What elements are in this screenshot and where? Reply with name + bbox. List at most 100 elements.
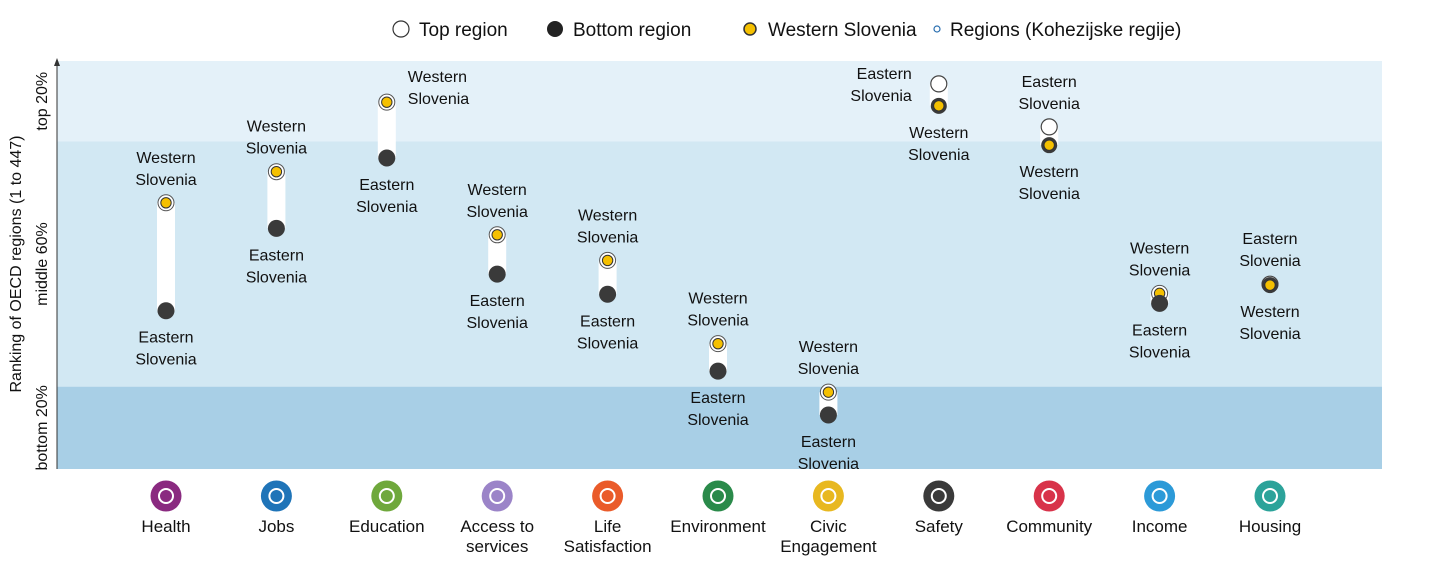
top-point-label: Eastern — [857, 66, 912, 83]
top-point-label: Slovenia — [687, 313, 748, 330]
environment-icon — [702, 480, 734, 512]
icon-glyph — [710, 488, 726, 504]
icon-glyph — [268, 488, 285, 504]
legend-bottom-label: Bottom region — [573, 20, 691, 41]
western-slovenia-marker — [601, 254, 614, 267]
top-point-label: Western — [136, 150, 195, 167]
category-label: services — [466, 537, 528, 556]
icon-circle — [1254, 480, 1286, 512]
western-slovenia-marker — [1043, 139, 1055, 151]
safety-icon — [923, 480, 955, 512]
legend-bottom-marker — [547, 21, 563, 37]
icon-circle — [1033, 480, 1065, 512]
icon-circle — [812, 480, 844, 512]
category-group-housing: Eastern Slovenia Western Slovenia — [1239, 231, 1300, 343]
icon-circle — [150, 480, 182, 512]
icon-circle — [1144, 480, 1176, 512]
western-slovenia-marker — [491, 229, 503, 241]
top-point-label: Slovenia — [850, 88, 911, 105]
western-slovenia-marker — [1264, 279, 1276, 291]
band-label-0: top 20% — [34, 72, 51, 131]
category-label: Civic — [810, 517, 847, 536]
category-group-life-satisfaction: Western Slovenia Eastern Slovenia — [577, 207, 638, 352]
bottom-point-label: Slovenia — [687, 412, 748, 429]
bottom-point-label: Slovenia — [1019, 186, 1080, 203]
civic-engagement-icon — [812, 480, 844, 512]
bottom-point-label: Western — [1240, 304, 1299, 321]
top-point-label: Slovenia — [246, 141, 307, 158]
icon-glyph — [378, 488, 395, 504]
legend-western-label: Western Slovenia — [768, 20, 917, 41]
category-label: Health — [141, 517, 190, 536]
range-connector — [377, 102, 396, 158]
access-to-services-icon — [481, 480, 513, 512]
western-slovenia-marker — [270, 165, 283, 178]
bottom-region-point — [378, 149, 396, 167]
legend-regions-label: Regions (Kohezijske regije) — [950, 20, 1181, 41]
top-point-label: Eastern — [1242, 231, 1297, 248]
category-label: Engagement — [780, 537, 877, 556]
legend-top-label: Top region — [419, 20, 508, 41]
bottom-point-label: Eastern — [359, 177, 414, 194]
category-group-health: Western Slovenia Eastern Slovenia — [135, 150, 196, 369]
category-group-community: Eastern Slovenia Western Slovenia — [1019, 74, 1080, 203]
legend: Top region Bottom region Western Sloveni… — [392, 20, 1181, 41]
band-labels: top 20% middle 60% bottom 20% — [34, 72, 51, 471]
top-point-label: Slovenia — [1129, 262, 1190, 279]
life-satisfaction-icon — [592, 480, 624, 512]
category-label: Education — [349, 517, 425, 536]
legend-regions-marker — [933, 25, 941, 33]
top-region-point — [1040, 118, 1058, 136]
range-connector — [267, 171, 286, 229]
top-point-label: Slovenia — [1239, 253, 1300, 270]
top-point-label: Slovenia — [798, 361, 859, 378]
bottom-point-label: Slovenia — [908, 147, 969, 164]
western-slovenia-marker — [381, 96, 393, 108]
icon-glyph — [1151, 488, 1168, 504]
top-point-label: Western — [247, 119, 306, 136]
bottom-point-label: Slovenia — [798, 456, 859, 473]
icon-circle — [923, 480, 955, 512]
western-slovenia-marker — [160, 197, 172, 209]
bottom-region-point — [709, 362, 727, 380]
band-2 — [57, 386, 1382, 469]
icon-circle — [260, 480, 292, 512]
bottom-point-label: Slovenia — [577, 335, 638, 352]
top-point-label: Slovenia — [408, 91, 469, 108]
range-connector — [598, 260, 617, 295]
range-connector — [488, 234, 507, 275]
top-point-label: Slovenia — [1019, 96, 1080, 113]
top-point-label: Slovenia — [467, 204, 528, 221]
bottom-point-label: Western — [909, 125, 968, 142]
category-label: Environment — [670, 517, 766, 536]
western-slovenia-marker — [712, 337, 724, 350]
category-label: Life — [594, 517, 621, 536]
icon-glyph — [599, 488, 616, 504]
western-slovenia-marker — [933, 100, 945, 112]
top-point-label: Western — [408, 69, 467, 86]
bottom-point-label: Eastern — [690, 390, 745, 407]
bottom-region-point — [488, 265, 506, 283]
icon-circle — [371, 480, 403, 512]
health-icon — [150, 480, 182, 512]
legend-item-bottom-region: Bottom region — [547, 20, 691, 41]
category-label: Housing — [1239, 517, 1301, 536]
top-point-label: Western — [468, 182, 527, 199]
income-icon — [1144, 480, 1176, 512]
category-group-income: Western Slovenia Eastern Slovenia — [1129, 240, 1190, 361]
category-label: Safety — [915, 517, 964, 536]
icon-glyph — [158, 488, 174, 504]
bottom-point-label: Slovenia — [246, 269, 307, 286]
education-icon — [371, 480, 403, 512]
y-axis-arrow — [54, 58, 60, 66]
bottom-point-label: Slovenia — [467, 315, 528, 332]
legend-item-western-slovenia: Western Slovenia — [743, 20, 917, 41]
icon-circle — [481, 480, 513, 512]
category-group-environment: Western Slovenia Eastern Slovenia — [687, 291, 748, 429]
bottom-point-label: Slovenia — [1239, 326, 1300, 343]
icon-circle — [592, 480, 624, 512]
western-slovenia-marker — [822, 386, 835, 398]
community-icon — [1033, 480, 1065, 512]
